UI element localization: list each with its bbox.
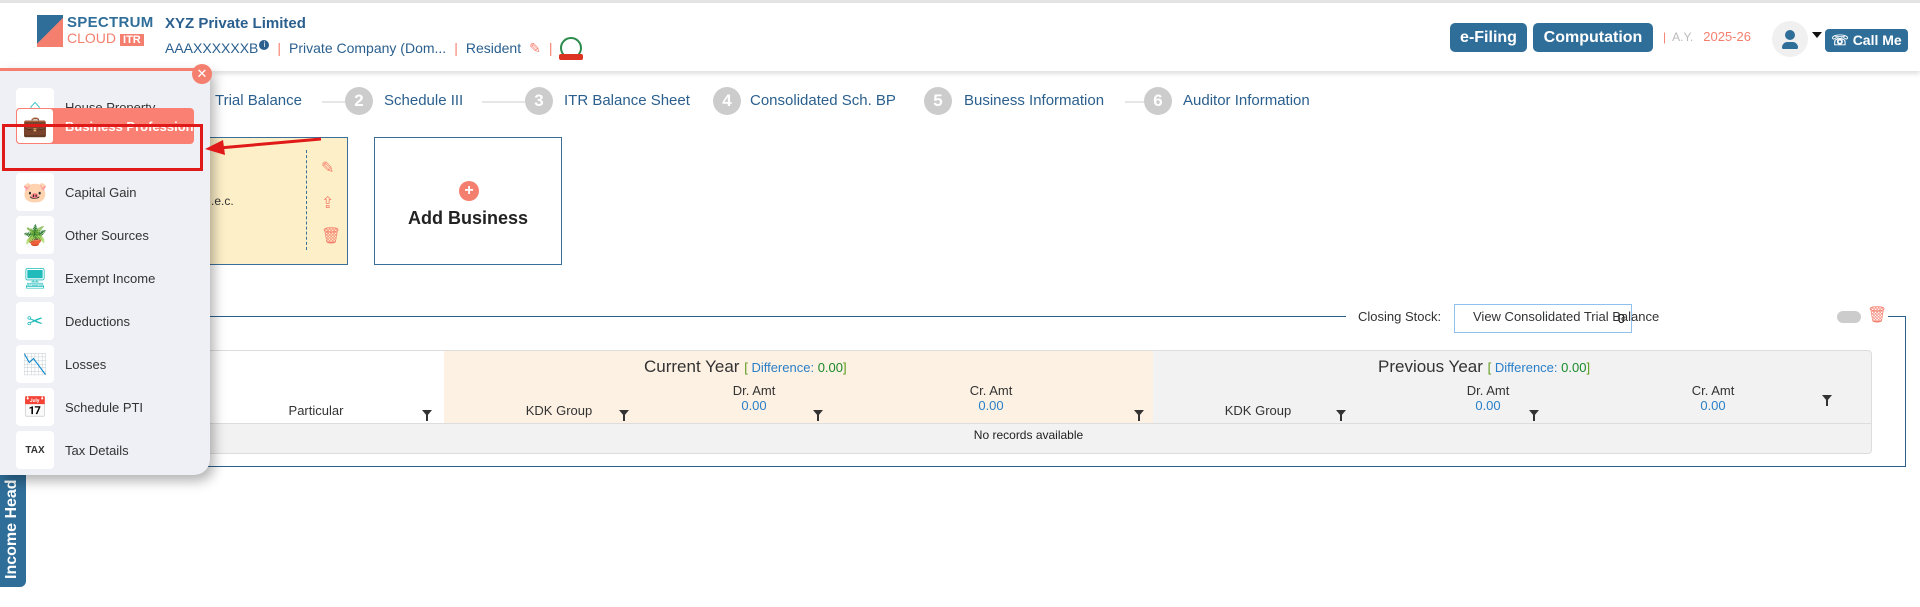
step-trial-balance[interactable]: Trial Balance xyxy=(215,92,302,109)
step-connector xyxy=(482,101,525,103)
cr-amt-header: Cr. Amt 0.00 xyxy=(1691,383,1735,413)
step-5-circle[interactable]: 5 xyxy=(924,87,952,115)
info-icon[interactable]: i xyxy=(259,40,270,50)
chart-down-icon: 📉 xyxy=(16,345,54,383)
empty-message: No records available xyxy=(186,423,1871,445)
company-name: XYZ Private Limited xyxy=(165,15,306,32)
menu-item-schedule-pti[interactable]: 📅 Schedule PTI xyxy=(16,388,196,426)
menu-item-capital-gain[interactable]: 🐷 Capital Gain xyxy=(16,173,196,211)
menu-item-tax-details[interactable]: TAX Tax Details xyxy=(16,431,196,469)
trial-balance-table: Particular Current Year [ Difference: 0.… xyxy=(185,350,1872,454)
step-consolidated-sch-bp[interactable]: Consolidated Sch. BP xyxy=(750,92,896,109)
trash-icon[interactable]: 🗑 xyxy=(1867,307,1888,324)
emblem-icon xyxy=(559,37,584,60)
step-3-circle[interactable]: 3 xyxy=(525,87,553,115)
filter-icon[interactable] xyxy=(1336,410,1346,421)
step-connector xyxy=(1125,101,1145,103)
menu-item-other-sources[interactable]: 🪴 Other Sources xyxy=(16,216,196,254)
closing-stock-label: Closing Stock: xyxy=(1358,309,1442,324)
business-card[interactable]: .e.c. ✎ ⇪ 🗑 xyxy=(185,137,348,265)
logo-text: SPECTRUM xyxy=(67,14,154,31)
call-me-button[interactable]: ☏ Call Me xyxy=(1825,29,1908,52)
step-4-circle[interactable]: 4 xyxy=(713,87,741,115)
company-details: AAAXXXXXXB i | Private Company (Dom... | Re… xyxy=(165,37,584,60)
residency: Resident xyxy=(465,40,522,56)
step-schedule-iii[interactable]: Schedule III xyxy=(384,92,464,109)
section-border xyxy=(1905,316,1906,467)
close-icon[interactable]: ✕ xyxy=(192,64,212,84)
step-2-circle[interactable]: 2 xyxy=(345,87,373,115)
divider xyxy=(306,150,307,250)
step-itr-balance-sheet[interactable]: ITR Balance Sheet xyxy=(564,92,690,109)
current-year-group: Current Year [ Difference: 0.00] KDK Gro… xyxy=(444,351,1153,423)
kdk-group-header: KDK Group xyxy=(525,403,593,418)
menu-item-deductions[interactable]: ✂ Deductions xyxy=(16,302,196,340)
section-border xyxy=(1888,316,1906,317)
step-connector xyxy=(322,101,345,103)
section-border xyxy=(185,466,1906,467)
view-consolidated-label: View Consolidated Trial Balance xyxy=(1473,309,1660,324)
avatar[interactable] xyxy=(1772,21,1808,57)
pencil-icon[interactable]: ✎ xyxy=(529,39,541,56)
pencil-icon[interactable]: ✎ xyxy=(321,160,335,177)
step-business-information[interactable]: Business Information xyxy=(964,92,1105,109)
company-type: Private Company (Dom... xyxy=(289,40,447,56)
logo-icon xyxy=(37,15,63,47)
piggy-bank-icon: 🐷 xyxy=(16,173,54,211)
caret-down-icon[interactable] xyxy=(1812,32,1822,38)
cr-amt-header: Cr. Amt 0.00 xyxy=(969,383,1013,413)
trash-icon[interactable]: 🗑 xyxy=(321,228,342,245)
top-border xyxy=(0,0,1920,3)
filter-icon[interactable] xyxy=(422,410,432,421)
menu-item-exempt-income[interactable]: 🖥 Exempt Income xyxy=(16,259,196,297)
pan: AAAXXXXXXB xyxy=(165,40,259,56)
logo-subtext: CLOUD ITR xyxy=(67,30,144,46)
kdk-group-header: KDK Group xyxy=(1224,403,1292,418)
previous-year-title: Previous Year [ Difference: 0.00] xyxy=(1378,357,1591,376)
particular-header: Particular xyxy=(288,403,344,418)
previous-year-group: Previous Year [ Difference: 0.00] KDK Gr… xyxy=(1153,351,1871,423)
efiling-button[interactable]: e-Filing xyxy=(1450,23,1527,52)
highlight-box xyxy=(2,124,203,171)
dr-amt-header: Dr. Amt 0.00 xyxy=(1466,383,1510,413)
view-consolidated-toggle[interactable] xyxy=(1837,311,1861,323)
filter-icon[interactable] xyxy=(1529,410,1539,421)
section-border xyxy=(185,316,1346,317)
filter-icon[interactable] xyxy=(1134,410,1144,421)
share-icon[interactable]: ⇪ xyxy=(321,195,335,212)
calendar-icon: 📅 xyxy=(16,388,54,426)
filter-icon[interactable] xyxy=(813,410,823,421)
plant-icon: 🪴 xyxy=(16,216,54,254)
tax-doc-icon: TAX xyxy=(16,431,54,469)
plus-icon: + xyxy=(459,181,479,201)
dr-amt-header: Dr. Amt 0.00 xyxy=(732,383,776,413)
income-head-menu: ⌂ House Property 💼 Business Profession 🐷 Ca… xyxy=(0,68,210,475)
add-business-card[interactable]: + Add Business xyxy=(374,137,562,265)
menu-item-losses[interactable]: 📉 Losses xyxy=(16,345,196,383)
filter-icon[interactable] xyxy=(619,410,629,421)
add-business-label: Add Business xyxy=(407,208,529,228)
monitor-icon: 🖥 xyxy=(16,259,54,297)
business-name: .e.c. xyxy=(211,194,234,208)
step-6-circle[interactable]: 6 xyxy=(1144,87,1172,115)
particular-column: Particular xyxy=(186,351,444,423)
current-year-title: Current Year [ Difference: 0.00] xyxy=(644,357,847,376)
filter-icon[interactable] xyxy=(1822,395,1832,406)
scissors-icon: ✂ xyxy=(16,302,54,340)
step-auditor-information[interactable]: Auditor Information xyxy=(1183,92,1310,109)
phone-icon: ☏ xyxy=(1831,32,1853,48)
assessment-year: | A.Y. 2025-26 xyxy=(1663,29,1751,44)
closing-stock-input[interactable] xyxy=(1454,304,1632,333)
annotation-arrow-icon xyxy=(205,137,322,155)
income-head-tab[interactable]: Income Head xyxy=(0,460,26,587)
computation-button[interactable]: Computation xyxy=(1533,23,1653,52)
